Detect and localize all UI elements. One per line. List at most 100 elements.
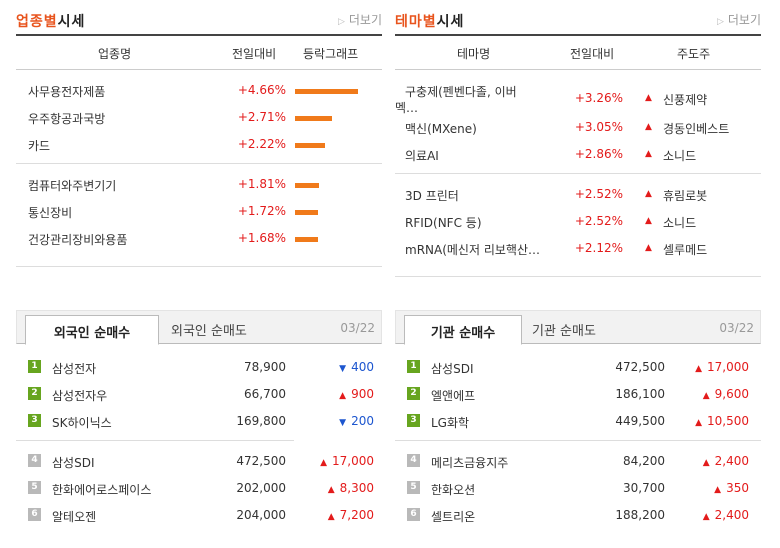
theme-leader[interactable]: 셀루메드	[663, 243, 708, 257]
institution-row[interactable]: 3 LG화학 449,500 ▲ 10,500	[395, 410, 761, 436]
theme-leader[interactable]: 휴림로봇	[663, 189, 708, 203]
stock-name[interactable]: 삼성SDI	[431, 362, 474, 376]
institution-panel: 기관 순매수 기관 순매도 03/22 1 삼성SDI 472,500 ▲ 17,000…	[395, 310, 761, 544]
theme-name[interactable]: 맥신(MXene)	[405, 122, 477, 136]
industry-name[interactable]: 우주항공과국방	[28, 112, 106, 126]
stock-price: 30,700	[623, 481, 665, 495]
col-theme-change: 전일대비	[570, 47, 615, 61]
theme-more-link[interactable]: ▷ 더보기	[716, 13, 761, 27]
industry-change: +4.66%	[237, 83, 286, 97]
stock-change: ▼ 400	[339, 360, 374, 374]
foreign-row[interactable]: 2 삼성전자우 66,700 ▲ 900	[16, 383, 382, 409]
theme-row[interactable]: mRNA(메신저 리보핵산… +2.12% ▲ 셀루메드	[395, 237, 761, 263]
col-theme-name: 테마명	[457, 47, 491, 61]
industry-more-link[interactable]: ▷ 더보기	[337, 13, 382, 27]
stock-name[interactable]: 한화에어로스페이스	[52, 483, 152, 497]
theme-leader[interactable]: 경동인베스트	[663, 122, 730, 136]
theme-title-bar: 테마별시세 ▷ 더보기	[395, 6, 761, 36]
theme-row[interactable]: 맥신(MXene) +3.05% ▲ 경동인베스트	[395, 116, 761, 142]
institution-row[interactable]: 4 메리츠금융지주 84,200 ▲ 2,400	[395, 450, 761, 476]
theme-change: +2.52%	[574, 187, 623, 201]
rank-badge: 6	[28, 508, 41, 521]
theme-name[interactable]: 구충제(펜벤다졸, 이버	[405, 85, 517, 99]
industry-row[interactable]: 통신장비 +1.72%	[16, 200, 382, 226]
theme-row[interactable]: 3D 프린터 +2.52% ▲ 휴림로봇	[395, 183, 761, 209]
industry-change-bar	[295, 183, 319, 188]
stock-change-value: 350	[726, 481, 749, 495]
foreign-row[interactable]: 1 삼성전자 78,900 ▼ 400	[16, 356, 382, 382]
stock-name[interactable]: 한화오션	[431, 483, 476, 497]
stock-change: ▲ 17,000	[695, 360, 749, 374]
stock-change-value: 7,200	[339, 508, 374, 522]
industry-name[interactable]: 카드	[28, 139, 51, 153]
triangle-up-icon: ▲	[702, 391, 710, 401]
stock-name[interactable]: 삼성전자우	[52, 389, 108, 403]
theme-row[interactable]: 의료AI +2.86% ▲ 소니드	[395, 143, 761, 169]
theme-name[interactable]: mRNA(메신저 리보핵산…	[405, 243, 540, 257]
theme-name[interactable]: RFID(NFC 등)	[405, 216, 482, 230]
foreign-row[interactable]: 4 삼성SDI 472,500 ▲ 17,000	[16, 450, 382, 476]
theme-title[interactable]: 테마별시세	[395, 14, 465, 30]
theme-change: +3.05%	[574, 120, 623, 134]
stock-change: ▲ 2,400	[703, 454, 749, 468]
stock-change: ▲ 7,200	[328, 508, 374, 522]
industry-name[interactable]: 사무용전자제품	[28, 85, 106, 99]
rank-badge: 1	[407, 360, 420, 373]
industry-change: +2.71%	[237, 110, 286, 124]
industry-change: +1.68%	[237, 231, 286, 245]
industry-name[interactable]: 컴퓨터와주변기기	[28, 179, 117, 193]
stock-price: 78,900	[244, 360, 286, 374]
institution-row[interactable]: 2 엘앤에프 186,100 ▲ 9,600	[395, 383, 761, 409]
tab-foreign-buy[interactable]: 외국인 순매수	[25, 315, 159, 345]
tab-foreign-sell[interactable]: 외국인 순매도	[171, 324, 247, 339]
theme-row[interactable]: 구충제(펜벤다졸, 이버 멕… +3.26% ▲ 신풍제약	[395, 79, 761, 115]
industry-title-bar: 업종별시세 ▷ 더보기	[16, 6, 382, 36]
caret-right-icon: ▷	[337, 17, 345, 27]
industry-name[interactable]: 통신장비	[28, 206, 73, 220]
rank-badge: 6	[407, 508, 420, 521]
industry-row[interactable]: 우주항공과국방 +2.71%	[16, 106, 382, 132]
rank-badge: 5	[28, 481, 41, 494]
stock-name[interactable]: 엘앤에프	[431, 389, 476, 403]
stock-name[interactable]: 알테오젠	[52, 510, 97, 524]
stock-name[interactable]: 삼성SDI	[52, 456, 95, 470]
theme-panel: 테마별시세 ▷ 더보기 테마명 전일대비 주도주 구충제(펜벤다졸, 이버 멕… +3…	[395, 6, 761, 280]
foreign-row[interactable]: 6 알테오젠 204,000 ▲ 7,200	[16, 504, 382, 530]
institution-row[interactable]: 1 삼성SDI 472,500 ▲ 17,000	[395, 356, 761, 382]
foreign-row[interactable]: 5 한화에어로스페이스 202,000 ▲ 8,300	[16, 477, 382, 503]
rank-badge: 5	[407, 481, 420, 494]
stock-change-value: 200	[351, 414, 374, 428]
stock-name[interactable]: 삼성전자	[52, 362, 97, 376]
stock-change: ▲ 350	[714, 481, 749, 495]
theme-leader[interactable]: 소니드	[663, 216, 697, 230]
industry-row[interactable]: 카드 +2.22%	[16, 133, 382, 159]
industry-row[interactable]: 사무용전자제품 +4.66%	[16, 79, 382, 105]
industry-title[interactable]: 업종별시세	[16, 14, 86, 30]
triangle-up-icon: ▲	[645, 216, 652, 226]
theme-name[interactable]: 3D 프린터	[405, 189, 459, 203]
stock-change-value: 900	[351, 387, 374, 401]
stock-price: 202,000	[236, 481, 286, 495]
industry-change-bar	[295, 210, 318, 215]
theme-row[interactable]: RFID(NFC 등) +2.52% ▲ 소니드	[395, 210, 761, 236]
foreign-row[interactable]: 3 SK하이닉스 169,800 ▼ 200	[16, 410, 382, 436]
industry-panel: 업종별시세 ▷ 더보기 업종명 전일대비 등락그래프 사무용전자제품 +4.66% 우…	[16, 6, 382, 280]
institution-row[interactable]: 6 셀트리온 188,200 ▲ 2,400	[395, 504, 761, 530]
stock-name[interactable]: 메리츠금융지주	[431, 456, 509, 470]
stock-name[interactable]: 셀트리온	[431, 510, 476, 524]
industry-row[interactable]: 건강관리장비와용품 +1.68%	[16, 227, 382, 253]
institution-date: 03/22	[719, 321, 754, 335]
theme-leader[interactable]: 신풍제약	[663, 93, 708, 107]
stock-name[interactable]: SK하이닉스	[52, 416, 112, 430]
tab-institution-buy[interactable]: 기관 순매수	[404, 315, 522, 345]
tab-institution-sell[interactable]: 기관 순매도	[532, 324, 596, 339]
stock-change: ▼ 200	[339, 414, 374, 428]
institution-row[interactable]: 5 한화오션 30,700 ▲ 350	[395, 477, 761, 503]
industry-row[interactable]: 컴퓨터와주변기기 +1.81%	[16, 173, 382, 199]
theme-name[interactable]: 의료AI	[405, 149, 439, 163]
stock-name[interactable]: LG화학	[431, 416, 470, 430]
triangle-up-icon: ▲	[702, 458, 710, 468]
theme-leader[interactable]: 소니드	[663, 149, 697, 163]
industry-name[interactable]: 건강관리장비와용품	[28, 233, 128, 247]
stock-change-value: 17,000	[332, 454, 374, 468]
